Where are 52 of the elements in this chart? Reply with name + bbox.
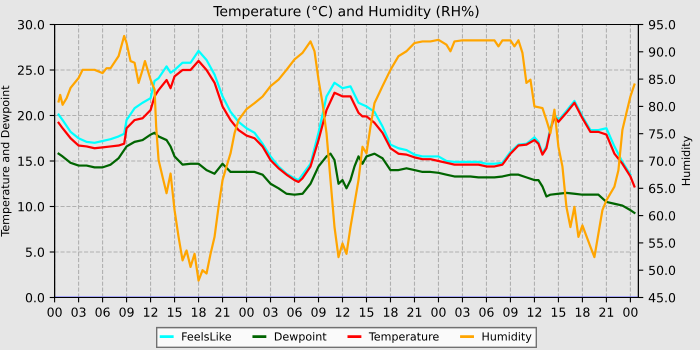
x-tick-label: 15 — [168, 308, 182, 317]
y-tick-label: 25.0 — [18, 65, 44, 75]
y-tick-label: 10.0 — [18, 202, 44, 212]
x-tick-label: 15 — [360, 308, 374, 317]
x-tick-label: 00 — [239, 307, 254, 317]
y2-axis-title: Humidity — [682, 136, 692, 186]
x-tick-label: 18 — [192, 307, 206, 317]
y-tick-label: 30.0 — [18, 20, 44, 30]
y2-tick-label: 90.0 — [648, 47, 676, 57]
x-tick-label: 09 — [119, 307, 134, 317]
y2-tick-label: 45.0 — [648, 292, 676, 302]
y-tick-label: 5.0 — [26, 247, 44, 257]
x-tick-label: 18 — [384, 307, 398, 317]
legend-label: FeelsLike — [182, 332, 232, 341]
x-tick-label: 12 — [528, 307, 542, 317]
x-tick-label: 21 — [407, 307, 422, 317]
x-tick-label: 03 — [455, 307, 470, 317]
x-tick-label: 12 — [144, 307, 158, 317]
x-tick-label: 06 — [479, 307, 494, 317]
x-tick-label: 09 — [311, 307, 326, 317]
chart-title: Temperature (°C) and Humidity (RH%) — [213, 6, 478, 20]
y2-tick-label: 70.0 — [649, 156, 676, 166]
x-tick-label: 09 — [503, 307, 518, 317]
y2-tick-label: 85.0 — [648, 74, 676, 84]
y2-tick-label: 65.0 — [648, 184, 676, 194]
y2-tick-label: 60.0 — [648, 211, 676, 221]
x-tick-label: 06 — [287, 307, 302, 317]
y2-tick-label: 55.0 — [649, 238, 676, 248]
y2-tick-label: 50.0 — [649, 266, 676, 276]
x-tick-label: 21 — [216, 307, 230, 317]
x-tick-label: 12 — [336, 307, 350, 317]
x-tick-label: 18 — [576, 307, 590, 317]
y2-tick-label: 95.0 — [648, 20, 676, 30]
x-tick-label: 00 — [623, 307, 638, 317]
x-tick-label: 03 — [71, 307, 86, 317]
y-tick-label: 15.0 — [18, 156, 44, 166]
x-tick-label: 21 — [599, 307, 614, 317]
x-tick-label: 06 — [95, 307, 110, 317]
y-tick-label: 20.0 — [18, 110, 44, 120]
y2-tick-label: 75.0 — [649, 129, 676, 139]
x-tick-label: 00 — [431, 307, 446, 317]
legend-label: Temperature — [368, 332, 439, 343]
y2-tick-label: 80.0 — [648, 102, 676, 112]
y-axis-title: Temperature and Dewpoint — [0, 86, 12, 237]
line-series — [57, 34, 636, 282]
line-series — [57, 132, 636, 214]
x-tick-label: 15 — [552, 308, 566, 317]
x-tick-label: 00 — [47, 307, 62, 317]
legend-label: Humidity — [482, 332, 532, 343]
x-tick-label: 03 — [263, 307, 278, 317]
legend-label: Dewpoint — [274, 332, 326, 343]
y-tick-label: 0.0 — [26, 292, 44, 302]
